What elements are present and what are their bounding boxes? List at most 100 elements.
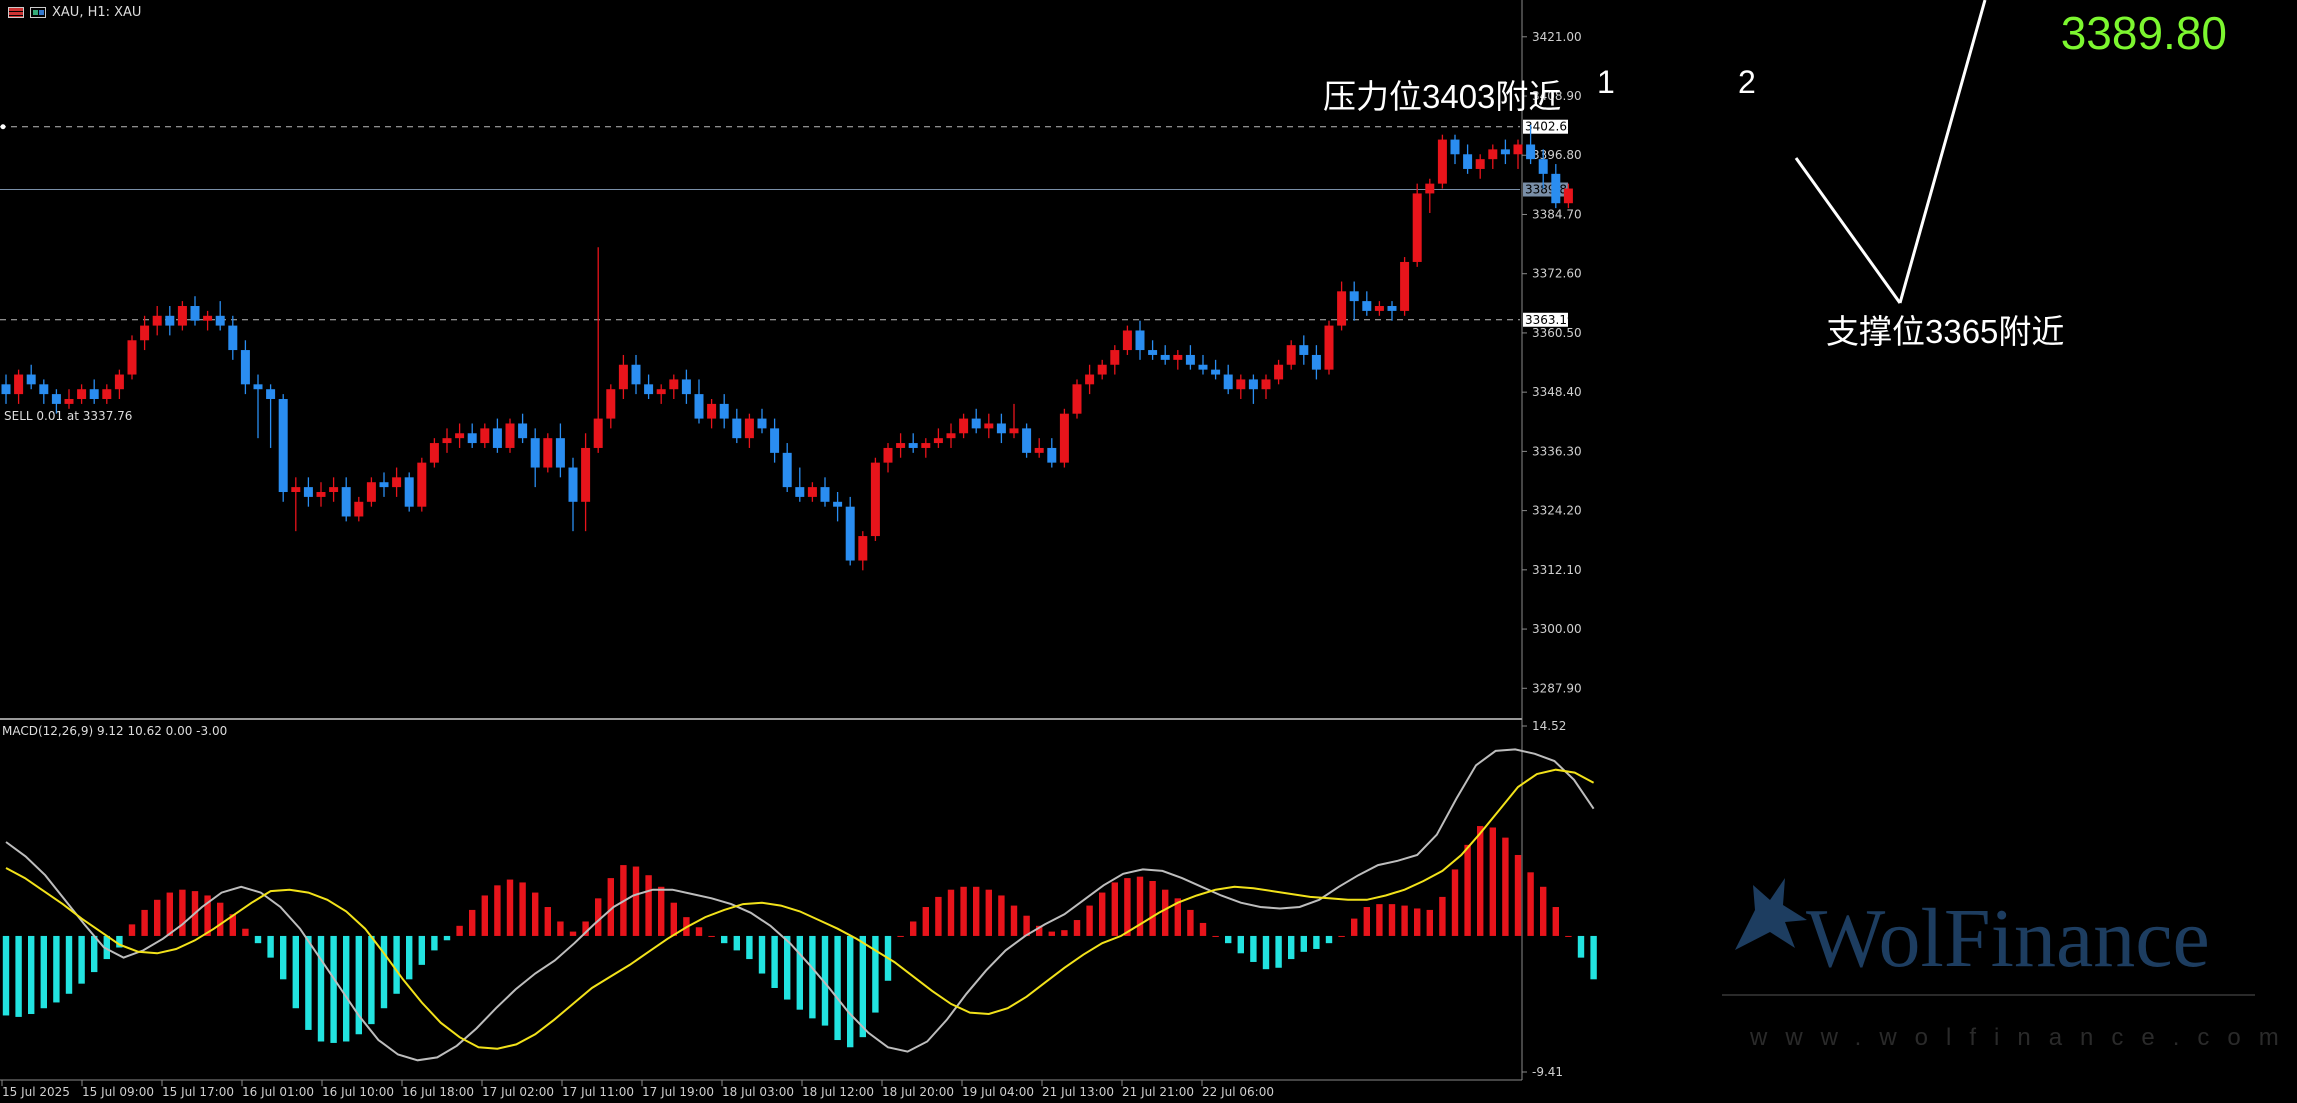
candle-body: [946, 433, 956, 439]
macd-histogram-bar: [317, 935, 325, 1042]
candle-body: [1135, 330, 1145, 351]
macd-histogram-bar: [1338, 935, 1345, 937]
price-axis-label: 3408.90: [1532, 89, 1582, 103]
price-axis-label: 3300.00: [1532, 622, 1582, 636]
macd-histogram-bar: [985, 889, 992, 936]
candle-body: [1374, 306, 1384, 311]
candle-body: [1437, 139, 1447, 184]
order-label[interactable]: SELL 0.01 at 3337.76: [4, 409, 133, 423]
watermark-brand: WolFinance: [1806, 892, 2210, 985]
time-axis-label: 18 Jul 03:00: [722, 1085, 794, 1099]
macd-histogram-bar: [355, 935, 362, 1035]
candle-body: [152, 315, 162, 326]
candle-body: [656, 389, 666, 395]
candle-body: [467, 433, 477, 444]
macd-histogram-bar: [506, 879, 514, 936]
macd-main-line: [5, 748, 1595, 1062]
macd-histogram-bar: [1502, 837, 1509, 936]
forecast-down-line: [1794, 157, 1902, 304]
candle-body: [1248, 379, 1258, 390]
macd-histogram-bar: [1565, 935, 1572, 937]
macd-histogram-bar: [607, 878, 614, 936]
candle-body: [1475, 159, 1485, 169]
menu-icon[interactable]: [8, 7, 24, 18]
macd-histogram-bar: [796, 935, 803, 1010]
wolf-logo-icon: [1735, 878, 1807, 950]
window-icon[interactable]: [30, 7, 46, 18]
candle-body: [593, 418, 603, 448]
macd-histogram-bar: [947, 889, 955, 936]
macd-histogram-bar: [380, 935, 388, 1009]
macd-histogram-bar: [494, 885, 501, 936]
candle-body: [1185, 354, 1195, 365]
macd-histogram-bar: [1124, 878, 1131, 936]
candle-body: [240, 350, 250, 385]
macd-histogram-bar: [28, 935, 35, 1015]
macd-histogram-bar: [998, 895, 1005, 936]
candle-body: [1362, 301, 1372, 311]
candle-body: [1223, 374, 1233, 390]
macd-histogram-bar: [557, 921, 564, 936]
candle-body: [744, 418, 754, 439]
macd-histogram-bar: [1590, 935, 1597, 980]
time-axis-label: 17 Jul 02:00: [482, 1085, 554, 1099]
macd-histogram-bar: [1187, 909, 1194, 936]
candle-body: [618, 364, 628, 390]
macd-histogram-bar: [1237, 935, 1244, 954]
macd-histogram-bar: [1275, 935, 1282, 968]
candle-body: [631, 364, 641, 385]
macd-histogram-bar: [658, 886, 665, 936]
macd-histogram-bar: [1162, 889, 1169, 936]
macd-histogram-bar: [1577, 935, 1585, 958]
macd-histogram-bar: [406, 935, 413, 980]
candle-body: [165, 315, 175, 326]
macd-histogram-bar: [1023, 915, 1030, 936]
candle-body: [1173, 354, 1183, 360]
macd-histogram-bar: [670, 902, 677, 936]
support-annotation: 支撑位3365附近: [1826, 313, 2065, 350]
macd-histogram-bar: [1262, 935, 1270, 970]
macd-histogram-bar: [645, 875, 652, 936]
macd-histogram-bar: [897, 935, 904, 937]
candle-body: [568, 467, 578, 502]
candle-body: [379, 482, 389, 488]
candle-body: [757, 418, 767, 429]
candle-body: [530, 438, 540, 468]
macd-histogram-bar: [229, 914, 236, 936]
candle-body: [1072, 384, 1082, 414]
macd-histogram-bar: [771, 935, 778, 988]
macd-histogram-bar: [758, 935, 766, 974]
macd-histogram-bar: [1540, 886, 1547, 936]
macd-histogram-bar: [1451, 869, 1459, 936]
candle-body: [795, 487, 805, 497]
macd-histogram-bar: [733, 935, 740, 951]
macd-histogram-bar: [1313, 935, 1320, 949]
candle-body: [1034, 447, 1044, 453]
macd-histogram-bar: [103, 935, 110, 960]
candle-body: [1059, 413, 1069, 463]
macd-histogram-bar: [809, 935, 816, 1019]
macd-histogram-bar: [65, 935, 73, 994]
candle-body: [480, 428, 490, 444]
candle-body: [77, 389, 87, 400]
candle-body: [455, 433, 465, 439]
macd-histogram-bar: [960, 886, 967, 936]
candle-body: [1538, 159, 1548, 174]
candle-body: [1412, 193, 1422, 262]
time-axis-label: 16 Jul 01:00: [242, 1085, 314, 1099]
macd-histogram-bar: [1363, 907, 1370, 936]
macd-histogram-bar: [1325, 935, 1333, 944]
macd-histogram-bar: [1199, 922, 1207, 936]
candle-body: [555, 438, 565, 468]
macd-histogram-bar: [1111, 882, 1118, 936]
time-axis-label: 15 Jul 09:00: [82, 1085, 154, 1099]
macd-histogram-bar: [91, 935, 98, 973]
candle-body: [1299, 345, 1309, 355]
candle-body: [732, 418, 742, 439]
candle-body: [581, 447, 591, 502]
macd-histogram-bar: [721, 935, 728, 944]
macd-indicator-label: MACD(12,26,9) 9.12 10.62 0.00 -3.00: [2, 724, 228, 738]
time-axis-label: 16 Jul 10:00: [322, 1085, 394, 1099]
